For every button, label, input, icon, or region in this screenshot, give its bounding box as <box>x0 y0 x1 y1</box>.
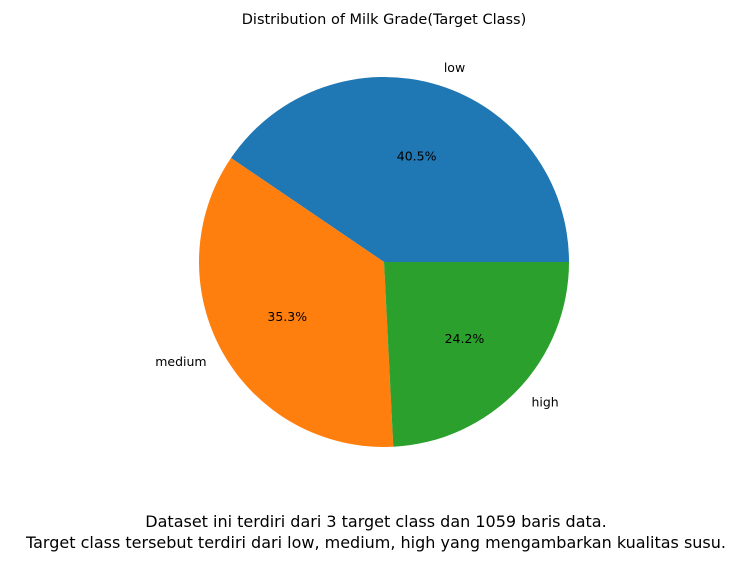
caption-line-2: Target class tersebut terdiri dari low, … <box>26 533 726 552</box>
pie-slice-high <box>384 262 569 447</box>
pie-category-label-low: low <box>444 60 465 75</box>
caption-line-1: Dataset ini terdiri dari 3 target class … <box>145 512 607 531</box>
pie-category-label-high: high <box>531 395 558 410</box>
pie-labels: 40.5% low 35.3% medium 24.2% high <box>155 60 559 410</box>
chart-title: Distribution of Milk Grade(Target Class) <box>242 12 527 28</box>
pie-slice-medium <box>199 158 394 447</box>
pie-slices <box>199 76 569 447</box>
pie-slice-low <box>230 76 569 262</box>
pie-percent-label-high: 24.2% <box>445 331 485 346</box>
pie-percent-label-low: 40.5% <box>397 148 437 163</box>
pie-category-label-medium: medium <box>155 354 206 369</box>
pie-percent-label-medium: 35.3% <box>267 309 307 324</box>
